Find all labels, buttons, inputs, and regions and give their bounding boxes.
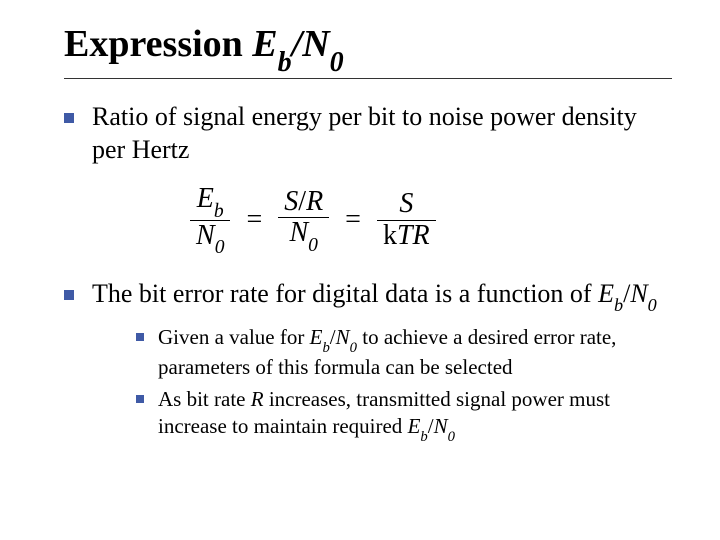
sub-bullet-2-body: As bit rate R increases, transmitted sig…	[158, 386, 672, 443]
sb1-p1: Given a value for	[158, 325, 310, 349]
sb1-b: b	[322, 340, 329, 356]
frac1-num-e: E	[197, 183, 214, 214]
title-text-prefix: Expression	[64, 23, 252, 65]
sb2-r: R	[251, 387, 264, 411]
frac1-den: N0	[190, 221, 230, 256]
frac2-den-0: 0	[308, 235, 318, 256]
frac2-num-slash: /	[298, 186, 306, 217]
sub-bullet-1: Given a value for Eb/N0 to achieve a des…	[136, 324, 672, 381]
equation-block: Eb N0 = S/R N0 = S kTR	[184, 184, 672, 255]
square-bullet-icon	[64, 290, 74, 300]
bullet-list-level-1b: The bit error rate for digital data is a…	[64, 278, 672, 450]
frac3-den-k: k	[383, 220, 397, 251]
square-bullet-icon	[136, 333, 144, 341]
fraction-3: S kTR	[377, 189, 436, 252]
frac1-den-n: N	[196, 220, 215, 251]
title-sub-b: b	[278, 47, 292, 78]
sub-bullet-1-body: Given a value for Eb/N0 to achieve a des…	[158, 324, 672, 381]
frac2-num: S/R	[278, 187, 329, 218]
sub-bullet-2: As bit rate R increases, transmitted sig…	[136, 386, 672, 443]
equation: Eb N0 = S/R N0 = S kTR	[184, 184, 672, 255]
frac2-den-n: N	[289, 217, 308, 248]
sb2-0: 0	[448, 429, 455, 445]
sb2-b: b	[420, 429, 427, 445]
frac3-den-t: T	[397, 220, 413, 251]
bullet-1-text: Ratio of signal energy per bit to noise …	[92, 101, 672, 166]
fraction-2: S/R N0	[278, 187, 329, 254]
equals-2: =	[345, 204, 361, 236]
title-underline: Expression Eb/N0	[64, 24, 672, 79]
frac3-den: kTR	[377, 221, 436, 252]
sb1-e: E	[310, 325, 323, 349]
bullet-2-text-a: The bit error rate for digital data is a…	[92, 279, 598, 308]
b2-0: 0	[648, 295, 657, 315]
square-bullet-icon	[136, 395, 144, 403]
sb1-0: 0	[350, 340, 357, 356]
bullet-item-1: Ratio of signal energy per bit to noise …	[64, 101, 672, 166]
sb2-p1: As bit rate	[158, 387, 251, 411]
slide: Expression Eb/N0 Ratio of signal energy …	[0, 0, 720, 540]
bullet-list-level-1: Ratio of signal energy per bit to noise …	[64, 101, 672, 166]
frac2-num-r: R	[306, 186, 323, 217]
frac3-den-r: R	[413, 220, 430, 251]
page-title: Expression Eb/N0	[64, 24, 672, 72]
b2-n: N	[630, 279, 647, 308]
square-bullet-icon	[64, 113, 74, 123]
frac1-num-b: b	[214, 201, 224, 222]
title-slash: /	[292, 23, 303, 65]
fraction-1: Eb N0	[190, 184, 230, 255]
frac3-num: S	[393, 189, 419, 220]
frac2-den: N0	[283, 218, 323, 253]
frac2-num-s: S	[284, 186, 298, 217]
frac1-num: Eb	[191, 184, 230, 219]
title-sub-0: 0	[330, 47, 344, 78]
b2-b: b	[614, 295, 623, 315]
b2-e: E	[598, 279, 614, 308]
frac1-den-0: 0	[215, 237, 225, 258]
bullet-list-level-2: Given a value for Eb/N0 to achieve a des…	[92, 324, 672, 444]
title-sym-e: E	[252, 23, 277, 65]
sb2-e: E	[408, 414, 421, 438]
bullet-2-body: The bit error rate for digital data is a…	[92, 278, 672, 450]
bullet-item-2: The bit error rate for digital data is a…	[64, 278, 672, 450]
sb1-n: N	[336, 325, 350, 349]
sb2-n: N	[434, 414, 448, 438]
equals-1: =	[246, 204, 262, 236]
title-sym-n: N	[302, 23, 329, 65]
